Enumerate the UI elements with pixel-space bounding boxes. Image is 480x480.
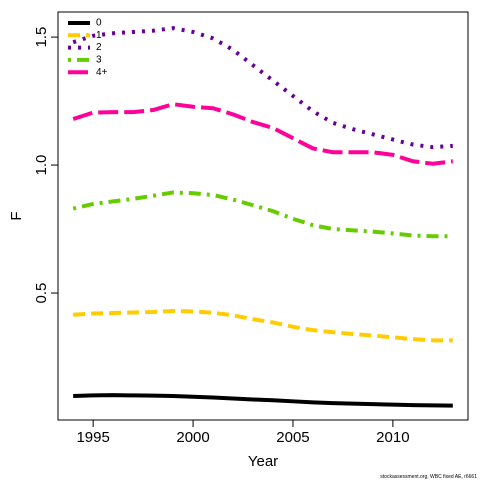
series-line	[73, 393, 453, 408]
legend-label: 4+	[96, 67, 108, 78]
y-tick-label: 0.5	[33, 283, 50, 304]
series-line	[73, 308, 453, 343]
legend-label: 1	[96, 30, 102, 41]
legend-label: 0	[96, 18, 102, 29]
x-tick-label: 2000	[176, 429, 209, 446]
legend-label: 3	[96, 55, 102, 66]
series-line	[72, 102, 454, 166]
legend-label: 2	[96, 42, 102, 53]
footnote: stockassessment.org, WBC fixed AE, r6661	[380, 474, 477, 480]
x-axis-title: Year	[248, 453, 278, 470]
x-tick-label: 1995	[76, 429, 109, 446]
x-tick-label: 2010	[376, 429, 409, 446]
series-line	[72, 190, 453, 239]
y-axis-title: F	[8, 211, 25, 220]
series-line	[72, 26, 453, 150]
plot-frame	[57, 11, 469, 421]
x-tick-label: 2005	[276, 429, 309, 446]
y-tick-label: 1.0	[33, 155, 50, 176]
y-tick-label: 1.5	[33, 27, 50, 48]
